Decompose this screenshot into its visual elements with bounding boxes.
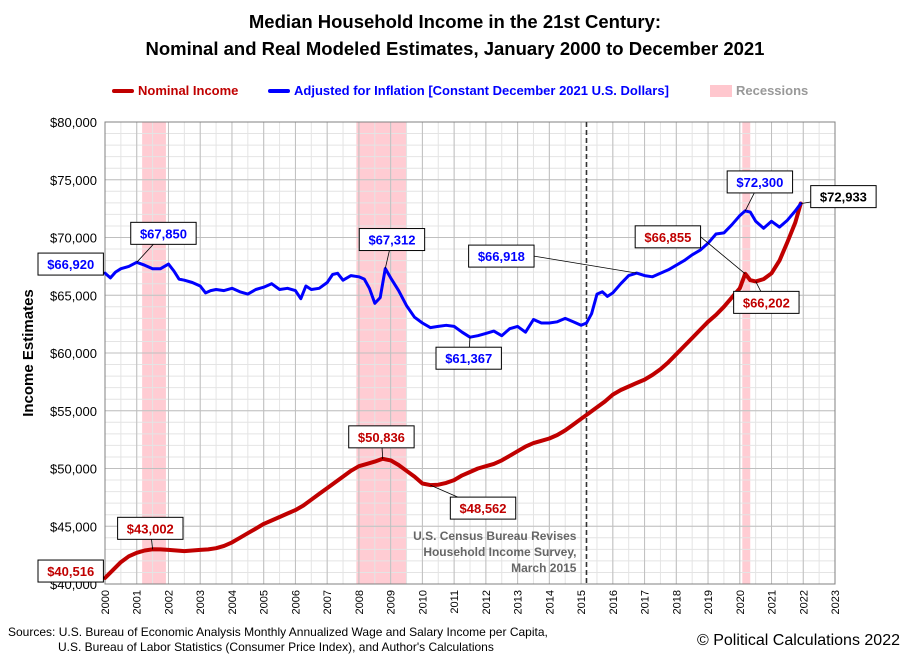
census-revision-note: U.S. Census Bureau Revises Household Inco… [413,529,577,575]
callout-box [130,221,197,245]
callout-value: $66,202 [743,295,790,310]
callout-box [810,185,877,209]
y-tick-label: $50,000 [50,462,97,477]
callout-value: $48,562 [460,501,507,516]
callout-value: $72,300 [736,175,783,190]
legend-label-real: Adjusted for Inflation [Constant Decembe… [294,83,669,98]
value-callout: $50,836 [348,425,415,459]
x-tick-label: 2016 [608,590,620,614]
callout-leader [700,236,746,275]
value-callout: $72,300 [726,170,794,212]
callout-value: $67,850 [140,226,187,241]
chart-legend: Nominal Income Adjusted for Inflation [C… [0,83,910,103]
x-tick-label: 2009 [386,590,398,614]
chart-subtitle: Nominal and Real Modeled Estimates, Janu… [145,38,765,59]
x-tick-label: 2001 [132,590,144,614]
callout-value: $72,933 [820,190,867,205]
y-tick-label: $75,000 [50,173,97,188]
value-callout: $40,516 [37,559,106,583]
value-callout: $67,312 [358,228,426,269]
y-tick-label: $65,000 [50,288,97,303]
x-tick-label: 2007 [322,590,334,614]
callout-box [435,346,502,370]
sources-note: Sources: U.S. Bureau of Economic Analysi… [8,625,548,655]
real-income-line [103,202,803,339]
callout-value: $66,918 [478,249,525,264]
callout-box [634,225,702,249]
value-callout: $67,850 [130,221,197,263]
census-revision-note-line: Household Income Survey, [423,545,576,559]
callout-box [358,228,426,252]
callout-value: $66,920 [47,257,94,272]
legend-swatch-nominal [112,88,134,93]
x-tick-label: 2013 [513,590,525,614]
y-tick-label: $55,000 [50,404,97,419]
x-tick-label: 2010 [417,590,429,614]
callout-box [348,425,415,449]
major-gridlines [104,121,836,585]
x-tick-label: 2000 [100,590,112,614]
x-tick-label: 2020 [735,590,747,614]
y-tick-label: $45,000 [50,519,97,534]
value-callout: $66,918 [468,244,637,274]
y-tick-label: $70,000 [50,231,97,246]
callout-value: $66,855 [644,230,691,245]
callout-box [449,496,517,520]
callout-value: $61,367 [445,351,492,366]
x-tick-label: 2003 [195,590,207,614]
callout-value: $50,836 [358,430,405,445]
legend-swatch-recessions [710,84,732,97]
callout-value: $67,312 [368,233,415,248]
y-axis-title: Income Estimates [20,289,37,417]
callout-box [117,516,184,540]
y-tick-label: $60,000 [50,346,97,361]
chart-title: Median Household Income in the 21st Cent… [248,11,662,32]
callout-value: $43,002 [127,521,174,536]
legend-swatch-real [268,88,290,93]
callout-leader [533,255,637,274]
x-tick-label: 2011 [449,590,461,614]
legend-label-recessions: Recessions [736,83,809,98]
plot-border [104,121,836,585]
value-callout: $66,920 [37,252,106,276]
x-tick-label: 2017 [640,590,652,614]
legend-item-nominal: Nominal Income [112,83,238,98]
x-tick-label: 2014 [544,590,556,614]
x-tick-label: 2019 [703,590,715,614]
x-tick-label: 2006 [290,590,302,614]
value-callout: $66,202 [733,281,800,314]
callout-box [468,244,535,268]
value-callout: $48,562 [430,484,517,520]
legend-label-nominal: Nominal Income [138,83,239,98]
x-tick-label: 2004 [227,590,239,614]
value-callout: $61,367 [435,337,502,370]
x-tick-label: 2021 [767,590,779,614]
sources-line-1: Sources: U.S. Bureau of Economic Analysi… [8,625,548,639]
x-tick-label: 2012 [481,590,493,614]
x-tick-label: 2018 [671,590,683,614]
value-callout: $66,855 [634,225,746,275]
nominal-income-line [103,201,803,580]
callout-box [37,252,104,276]
legend-item-real: Adjusted for Inflation [Constant Decembe… [268,83,669,98]
x-tick-label: 2022 [798,590,810,614]
callout-box [733,290,800,314]
y-tick-label: $80,000 [50,115,97,130]
callout-box [726,170,794,194]
census-revision-note-line: March 2015 [511,561,577,575]
x-tick-label: 2008 [354,590,366,614]
legend-item-recessions: Recessions [710,83,808,98]
callout-box [37,559,104,583]
value-callout: $43,002 [117,516,184,550]
x-tick-label: 2023 [830,590,842,614]
copyright-credit: © Political Calculations 2022 [696,632,900,649]
sources-line-2: U.S. Bureau of Labor Statistics (Consume… [58,640,494,654]
value-callout: $72,933 [800,185,877,209]
x-tick-label: 2002 [163,590,175,614]
callout-value: $40,516 [47,564,94,579]
x-tick-label: 2015 [576,590,588,614]
census-revision-note-line: U.S. Census Bureau Revises [413,529,577,543]
x-tick-label: 2005 [259,590,271,614]
